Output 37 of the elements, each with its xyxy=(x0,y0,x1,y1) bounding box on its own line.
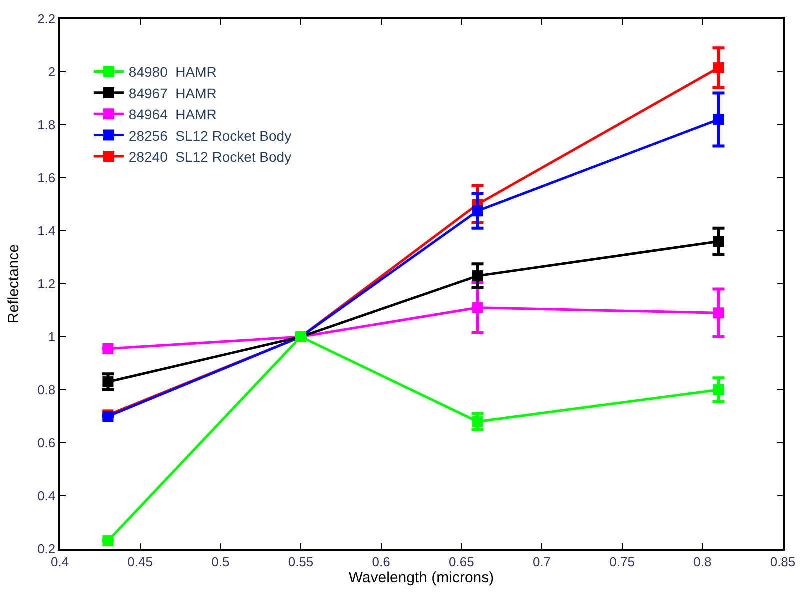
y-tick-label: 0.4 xyxy=(38,488,56,504)
x-tick-label: 0.8 xyxy=(694,554,712,570)
legend-label: 28256 SL12 Rocket Body xyxy=(128,128,292,144)
legend-label: 28240 SL12 Rocket Body xyxy=(128,148,292,165)
x-axis-title: Wavelength (microns) xyxy=(348,569,494,586)
y-tick-label: 0.2 xyxy=(38,542,56,557)
x-tick-label: 0.85 xyxy=(770,554,796,570)
y-tick-label: 1.4 xyxy=(38,224,56,239)
x-tick-label: 0.5 xyxy=(212,554,230,570)
legend-label: 84964 HAMR xyxy=(128,106,217,123)
legend-label: 84980 HAMR xyxy=(128,64,217,80)
y-tick-label: 2 xyxy=(48,64,56,80)
y-axis-title: Reflectance xyxy=(5,244,22,324)
point xyxy=(713,236,724,248)
y-tick-label: 2.2 xyxy=(38,12,56,27)
legend-label: 84967 HAMR xyxy=(128,85,217,102)
y-tick-label: 0.8 xyxy=(38,382,56,398)
y-tick-label: 1.8 xyxy=(38,118,56,133)
x-tick-label: 0.65 xyxy=(449,554,474,570)
y-tick-label: 1.2 xyxy=(38,276,56,292)
point xyxy=(472,302,484,314)
y-tick-label: 1.6 xyxy=(38,170,56,186)
point xyxy=(713,114,724,126)
point xyxy=(102,343,114,354)
x-tick-label: 0.45 xyxy=(128,554,153,570)
x-tick-label: 0.6 xyxy=(372,554,390,570)
point xyxy=(102,536,114,547)
y-tick-label: 1 xyxy=(48,330,56,345)
point xyxy=(472,270,484,282)
point xyxy=(713,308,724,319)
y-tick-label: 0.6 xyxy=(38,436,56,451)
x-tick-label: 0.55 xyxy=(288,554,314,570)
x-tick-label: 0.7 xyxy=(532,554,552,570)
point xyxy=(472,206,484,217)
point xyxy=(713,384,724,396)
point xyxy=(713,62,724,74)
x-tick-label: 0.75 xyxy=(610,554,635,570)
